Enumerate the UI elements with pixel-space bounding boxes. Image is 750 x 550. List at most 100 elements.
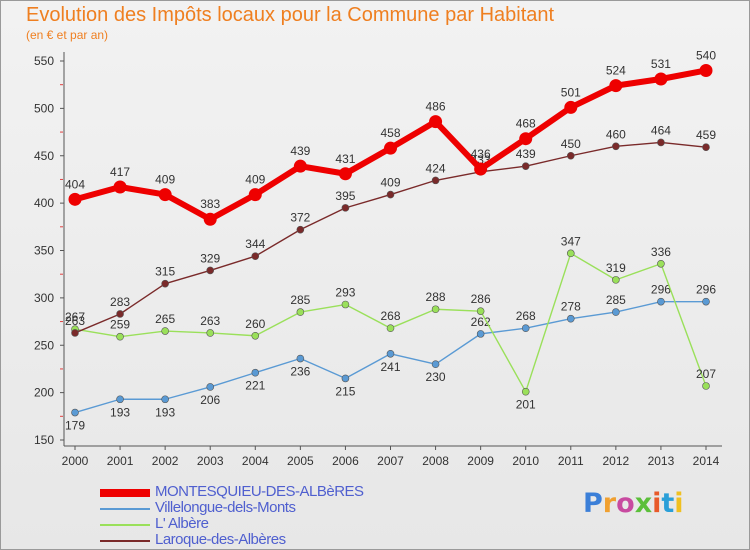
data-label-2-3: 263	[200, 314, 220, 328]
legend-swatch-2	[100, 524, 150, 526]
y-tick-label-300: 300	[34, 291, 54, 305]
data-point-0-9	[474, 162, 488, 176]
logo-letter: r	[602, 488, 617, 519]
legend-label-0: MONTESQUIEU-DES-ALBèRES	[155, 483, 364, 500]
data-point-1-6	[341, 374, 350, 383]
data-point-3-0	[71, 329, 79, 337]
data-point-3-8	[431, 176, 440, 185]
data-label-1-10: 268	[516, 309, 536, 323]
data-point-1-2	[161, 395, 169, 404]
logo-letter: t	[661, 488, 675, 519]
y-tick-label-400: 400	[34, 196, 54, 210]
y-tick-label-150: 150	[34, 433, 54, 447]
data-label-1-12: 285	[606, 293, 626, 307]
data-point-2-6	[341, 300, 350, 309]
data-point-1-7	[386, 349, 395, 358]
data-label-3-1: 283	[110, 295, 130, 309]
data-point-0-4	[248, 188, 262, 202]
data-point-2-9	[476, 307, 485, 315]
data-label-3-14: 459	[696, 128, 716, 142]
data-point-3-7	[386, 190, 395, 199]
data-label-1-11: 278	[561, 300, 581, 314]
y-tick-label-200: 200	[34, 386, 54, 400]
data-point-3-6	[341, 204, 350, 212]
x-tick-label-2012: 2012	[603, 454, 630, 468]
data-label-3-0: 263	[65, 314, 85, 328]
data-label-0-4: 409	[245, 173, 265, 187]
data-label-0-10: 468	[516, 117, 536, 131]
proxiti-logo: Proxiti	[583, 488, 684, 519]
line-chart: 150 200 250 300 350 400 450 500 550 2000 2001 2002 2…	[34, 48, 722, 468]
data-label-2-1: 259	[110, 318, 130, 332]
legend-swatch-3	[100, 540, 150, 542]
data-point-2-4	[251, 331, 260, 340]
data-label-1-8: 230	[426, 370, 446, 384]
data-point-3-14	[702, 143, 710, 152]
data-point-1-3	[206, 383, 215, 391]
y-tick-label-250: 250	[34, 338, 54, 352]
x-tick-label-2007: 2007	[377, 454, 404, 468]
data-label-1-1: 193	[110, 405, 130, 419]
x-tick-label-2013: 2013	[648, 454, 675, 468]
data-point-0-11	[564, 100, 578, 114]
data-label-3-7: 409	[380, 176, 400, 190]
data-point-1-8	[431, 360, 440, 369]
x-tick-label-2002: 2002	[152, 454, 179, 468]
data-label-0-3: 383	[200, 197, 220, 211]
x-tick-label-2011: 2011	[558, 454, 584, 468]
data-label-0-2: 409	[155, 173, 175, 187]
data-point-0-0	[68, 192, 82, 206]
x-tick-label-2003: 2003	[197, 454, 224, 468]
data-label-1-6: 215	[335, 384, 355, 398]
data-label-2-5: 285	[290, 293, 310, 307]
data-label-3-3: 329	[200, 251, 220, 265]
chart-title: Evolution des Impôts locaux pour la Comm…	[26, 4, 555, 26]
data-label-1-9: 262	[471, 315, 491, 329]
data-label-0-13: 531	[651, 57, 671, 71]
data-point-0-2	[158, 188, 172, 202]
data-point-0-1	[113, 180, 127, 194]
y-tick-label-350: 350	[34, 244, 54, 258]
legend-swatch-0	[100, 489, 150, 497]
data-label-2-7: 268	[380, 309, 400, 323]
data-point-2-12	[612, 276, 620, 284]
logo-letter: x	[634, 488, 653, 519]
data-label-3-11: 450	[561, 137, 581, 151]
data-point-2-2	[161, 327, 169, 335]
data-label-0-6: 431	[335, 152, 355, 166]
x-tick-label-2004: 2004	[242, 454, 269, 468]
data-label-0-0: 404	[65, 177, 85, 191]
data-point-2-11	[566, 249, 575, 258]
data-label-2-12: 319	[606, 261, 626, 275]
data-label-0-9: 436	[471, 147, 491, 161]
x-tick-label-2005: 2005	[287, 454, 314, 468]
y-tick-label-450: 450	[34, 149, 54, 163]
data-point-2-13	[657, 259, 665, 268]
data-point-0-14	[699, 63, 713, 77]
data-label-0-5: 439	[290, 144, 310, 158]
data-point-1-5	[296, 354, 305, 363]
data-label-2-4: 260	[245, 317, 265, 331]
legend-swatch-1	[100, 508, 150, 510]
data-point-3-3	[206, 266, 215, 275]
data-point-0-13	[654, 72, 668, 86]
data-point-2-5	[296, 308, 305, 316]
data-label-0-1: 417	[110, 165, 130, 179]
legend-label-3: Laroque-des-Albères	[155, 531, 286, 548]
data-point-1-10	[521, 324, 530, 332]
data-label-3-10: 439	[516, 147, 536, 161]
data-point-3-13	[657, 138, 665, 147]
data-label-1-14: 296	[696, 283, 716, 297]
logo-letter: P	[583, 488, 603, 519]
data-point-1-12	[612, 308, 620, 316]
data-point-0-6	[338, 167, 352, 181]
data-point-3-11	[566, 151, 575, 160]
y-tick-label-550: 550	[34, 54, 54, 68]
data-label-3-8: 424	[426, 161, 446, 175]
data-point-2-1	[116, 332, 124, 341]
data-label-3-12: 460	[606, 127, 626, 141]
x-tick-label-2009: 2009	[467, 454, 494, 468]
x-tick-label-2001: 2001	[107, 454, 134, 468]
data-label-0-14: 540	[696, 48, 716, 62]
